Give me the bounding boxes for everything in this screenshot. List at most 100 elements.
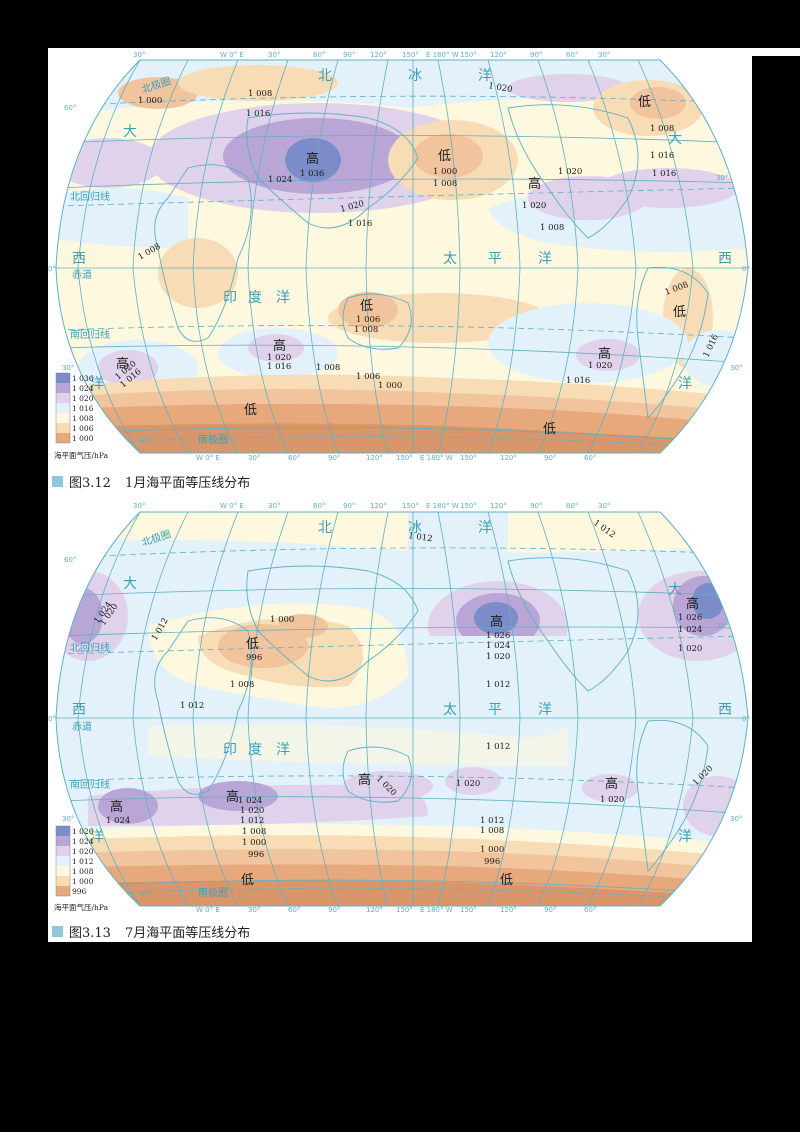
svg-text:996: 996 xyxy=(246,653,262,663)
svg-text:1 000: 1 000 xyxy=(480,845,504,855)
svg-text:996: 996 xyxy=(248,850,264,860)
svg-text:90°: 90° xyxy=(328,454,340,462)
svg-text:1 000: 1 000 xyxy=(72,877,94,886)
svg-text:150°: 150° xyxy=(460,502,477,510)
figure-caption-3-13: 图3.13 7月海平面等压线分布 xyxy=(52,922,250,941)
svg-text:120°: 120° xyxy=(370,502,387,510)
svg-text:北: 北 xyxy=(318,68,332,84)
svg-text:洋: 洋 xyxy=(478,520,492,536)
svg-text:1 020: 1 020 xyxy=(522,201,546,211)
svg-text:低: 低 xyxy=(673,305,686,320)
svg-text:0°: 0° xyxy=(48,715,56,723)
svg-text:30°: 30° xyxy=(730,815,742,823)
svg-text:30°: 30° xyxy=(248,906,260,914)
svg-text:30°: 30° xyxy=(62,815,74,823)
svg-text:1 020: 1 020 xyxy=(486,652,510,662)
bottom-longitude-labels: W 0° E 30° 60° 90° 120° 150° E 180° W 15… xyxy=(196,906,596,914)
svg-text:60°: 60° xyxy=(566,502,578,510)
svg-text:低: 低 xyxy=(360,299,373,314)
svg-text:赤道: 赤道 xyxy=(72,720,92,733)
svg-text:洋: 洋 xyxy=(90,376,104,392)
svg-text:60°: 60° xyxy=(313,502,325,510)
svg-text:1 008: 1 008 xyxy=(433,179,457,189)
svg-text:1 036: 1 036 xyxy=(300,169,324,179)
svg-text:1 016: 1 016 xyxy=(348,219,372,229)
svg-text:低: 低 xyxy=(241,873,254,888)
svg-text:120°: 120° xyxy=(490,502,507,510)
svg-text:120°: 120° xyxy=(370,51,387,59)
svg-text:1 012: 1 012 xyxy=(72,857,94,866)
svg-text:30°: 30° xyxy=(598,51,610,59)
svg-text:平: 平 xyxy=(488,251,502,267)
svg-text:高: 高 xyxy=(528,176,541,192)
svg-text:30°: 30° xyxy=(133,51,145,59)
svg-text:南极圈: 南极圈 xyxy=(198,433,228,446)
svg-text:120°: 120° xyxy=(490,51,507,59)
svg-text:太: 太 xyxy=(443,702,457,718)
textbook-page: 30° W 0° E 30° 60° 90° 120° 150° E 180° … xyxy=(48,48,752,942)
svg-text:W 0° E: W 0° E xyxy=(220,51,244,59)
caption-marker xyxy=(52,926,63,937)
svg-text:90°: 90° xyxy=(530,502,542,510)
ocean-labels: 北 冰 洋 大 西 洋 大 西 洋 太 平 洋 印 度 洋 xyxy=(72,68,732,392)
july-isobar-map: 30° W 0° E 30° 60° 90° 120° 150° E 180° … xyxy=(48,502,750,914)
svg-text:120°: 120° xyxy=(500,454,517,462)
map-january: 30° W 0° E 30° 60° 90° 120° 150° E 180° … xyxy=(48,48,752,468)
svg-text:1 024: 1 024 xyxy=(72,837,94,846)
svg-text:1 000: 1 000 xyxy=(242,838,266,848)
svg-text:1 008: 1 008 xyxy=(230,680,254,690)
svg-text:平: 平 xyxy=(488,702,502,718)
svg-text:1 012: 1 012 xyxy=(240,816,264,826)
svg-text:W 0° E: W 0° E xyxy=(196,454,220,462)
svg-text:1 024: 1 024 xyxy=(106,816,130,826)
top-longitude-labels: 30° W 0° E 30° 60° 90° 120° 150° E 180° … xyxy=(133,502,610,510)
svg-text:60°: 60° xyxy=(313,51,325,59)
svg-text:南极圈: 南极圈 xyxy=(198,886,228,899)
svg-text:西: 西 xyxy=(72,702,86,718)
svg-text:高: 高 xyxy=(306,151,319,167)
svg-text:1 000: 1 000 xyxy=(433,167,457,177)
svg-text:W 0° E: W 0° E xyxy=(196,906,220,914)
svg-text:150°: 150° xyxy=(396,906,413,914)
svg-text:1 036: 1 036 xyxy=(72,374,94,383)
svg-text:60°: 60° xyxy=(584,906,596,914)
svg-text:度: 度 xyxy=(248,742,262,758)
svg-text:洋: 洋 xyxy=(538,702,552,718)
svg-text:E 180° W: E 180° W xyxy=(420,454,453,462)
pressure-center-symbols: 低 高 高 高 高 高 高 低 低 xyxy=(110,596,699,888)
svg-text:1 016: 1 016 xyxy=(267,362,291,372)
svg-text:E 180° W: E 180° W xyxy=(420,906,453,914)
svg-text:60°: 60° xyxy=(140,437,152,445)
svg-text:60°: 60° xyxy=(140,890,152,898)
svg-text:150°: 150° xyxy=(460,51,477,59)
svg-text:150°: 150° xyxy=(396,454,413,462)
svg-text:150°: 150° xyxy=(460,906,477,914)
svg-text:90°: 90° xyxy=(544,906,556,914)
svg-text:1 006: 1 006 xyxy=(356,315,380,325)
svg-text:60°: 60° xyxy=(584,454,596,462)
svg-text:1 008: 1 008 xyxy=(650,124,674,134)
svg-text:1 012: 1 012 xyxy=(480,816,504,826)
svg-text:90°: 90° xyxy=(343,51,355,59)
svg-text:1 024: 1 024 xyxy=(72,384,94,393)
svg-text:1 020: 1 020 xyxy=(72,847,94,856)
svg-text:高: 高 xyxy=(116,356,129,372)
svg-text:印: 印 xyxy=(223,742,237,758)
svg-text:1 008: 1 008 xyxy=(354,325,378,335)
svg-text:1 012: 1 012 xyxy=(486,680,510,690)
svg-text:30°: 30° xyxy=(716,622,728,630)
svg-text:低: 低 xyxy=(438,149,451,164)
svg-text:1 006: 1 006 xyxy=(72,424,94,433)
svg-text:1 020: 1 020 xyxy=(456,779,480,789)
svg-text:北回归线: 北回归线 xyxy=(70,641,110,654)
svg-text:洋: 洋 xyxy=(678,829,692,845)
svg-text:0°: 0° xyxy=(48,265,56,273)
svg-text:30°: 30° xyxy=(730,364,742,372)
bottom-longitude-labels: W 0° E 30° 60° 90° 120° 150° E 180° W 15… xyxy=(196,454,596,462)
svg-text:低: 低 xyxy=(246,637,259,652)
svg-text:30°: 30° xyxy=(248,454,260,462)
svg-text:1 026: 1 026 xyxy=(486,631,510,641)
svg-text:1 026: 1 026 xyxy=(678,613,702,623)
svg-text:1 026: 1 026 xyxy=(72,827,94,836)
latitude-labels: 60° 30° 0° 0° 30° 30° 60° xyxy=(48,556,750,898)
